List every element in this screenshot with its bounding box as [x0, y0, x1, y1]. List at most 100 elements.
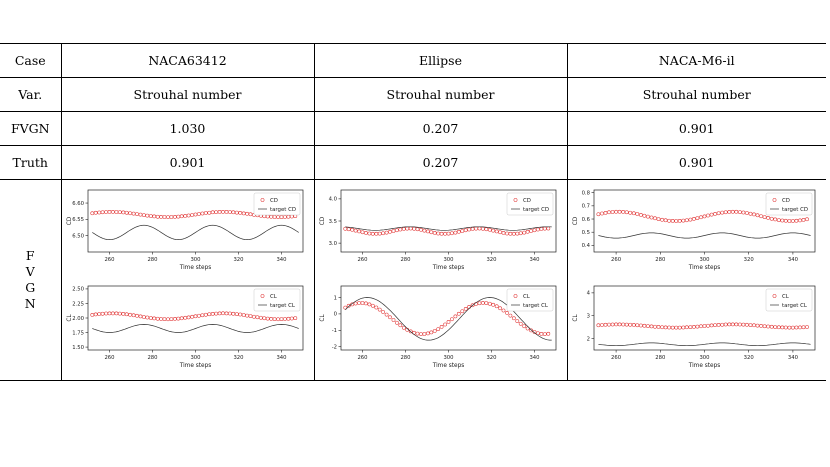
series-point — [801, 325, 805, 330]
series-point — [346, 227, 351, 232]
y-tick-label: 1 — [333, 295, 336, 301]
series-point — [783, 218, 788, 223]
series-point — [794, 325, 798, 330]
series-point — [677, 325, 682, 330]
x-tick-label: 260 — [357, 257, 368, 263]
series-point — [203, 211, 208, 215]
series-point — [435, 327, 440, 331]
series-point — [642, 213, 646, 218]
series-point — [289, 316, 294, 321]
series-point — [134, 212, 139, 216]
x-tick-label: 280 — [147, 257, 158, 263]
series-point — [765, 216, 770, 220]
series-point — [483, 227, 488, 232]
series-point — [363, 231, 368, 235]
y-tick-label: 6.60 — [72, 201, 84, 207]
series-point — [248, 212, 252, 217]
series-point — [422, 228, 426, 233]
series-point — [779, 218, 784, 223]
series-point — [397, 323, 402, 328]
y-tick-label: -2 — [331, 345, 336, 351]
series-point — [613, 322, 618, 327]
series-point — [656, 325, 660, 329]
series-point — [439, 231, 443, 236]
series-point — [755, 213, 759, 218]
y-tick-label: 6.50 — [72, 233, 84, 239]
series-point — [186, 315, 190, 320]
series-line-target — [597, 342, 811, 347]
series-point — [425, 229, 430, 234]
series-point — [790, 325, 795, 330]
series-point — [511, 316, 516, 321]
legend-box — [506, 192, 553, 216]
series-point — [716, 323, 720, 327]
series-point — [162, 317, 166, 321]
y-tick-label: 3.0 — [328, 241, 337, 247]
series-point — [525, 326, 529, 331]
series-point — [769, 216, 774, 221]
series-point — [387, 315, 392, 320]
series-point — [709, 323, 713, 328]
x-tick-label: 320 — [233, 257, 244, 263]
series-point — [634, 323, 639, 328]
series-point — [370, 303, 375, 308]
table-cell: Strouhal number — [60, 77, 315, 112]
series-point — [432, 329, 437, 333]
x-axis-label: Time steps — [178, 265, 211, 271]
series-point — [151, 214, 156, 219]
series-point — [363, 301, 368, 306]
series-point — [428, 230, 433, 235]
x-tick-label: 300 — [190, 355, 201, 361]
series-point — [716, 211, 720, 216]
y-tick-label: 4 — [586, 291, 590, 297]
series-point — [179, 214, 184, 219]
legend-box — [765, 192, 812, 216]
header-naca63412: NACA63412 — [60, 43, 315, 78]
series-point — [162, 215, 166, 219]
series-point — [456, 311, 461, 316]
series-point — [733, 322, 738, 327]
series-point — [459, 229, 464, 233]
series-point — [463, 228, 468, 233]
series-point — [688, 325, 692, 329]
series-point — [695, 216, 699, 220]
x-tick-label: 320 — [233, 355, 244, 361]
series-point — [649, 215, 653, 220]
y-axis-label: CD — [573, 216, 579, 225]
series-point — [408, 329, 413, 334]
series-point — [93, 312, 98, 317]
header-naca-m6-il: NACA-M6-il — [566, 43, 826, 78]
y-axis-label: CD — [67, 216, 73, 225]
x-tick-label: 280 — [400, 257, 411, 263]
series-point — [342, 305, 347, 310]
series-line-target — [597, 232, 811, 239]
series-point — [367, 302, 371, 307]
series-point — [483, 301, 488, 305]
table-cell: 0.207 — [313, 145, 568, 180]
series-point — [265, 316, 270, 321]
series-point — [525, 229, 529, 234]
series-point — [391, 229, 395, 233]
legend-box — [253, 288, 300, 312]
legend-label: target CL — [782, 303, 807, 309]
x-tick-label: 320 — [486, 355, 497, 361]
x-tick-label: 280 — [655, 355, 666, 361]
table-cell: Strouhal number — [313, 77, 568, 112]
chart-naca-m6-il-cd: 260 280 300 320 340 0.4 0.5 0.6 0.7 0.8 Time steps… — [573, 189, 815, 271]
x-tick-label: 260 — [104, 257, 115, 263]
series-point — [737, 322, 742, 327]
x-tick-label: 320 — [743, 355, 754, 361]
series-point — [755, 323, 759, 328]
series-point — [645, 324, 650, 328]
series-point — [100, 311, 104, 316]
x-tick-label: 280 — [147, 355, 158, 361]
series-point — [723, 210, 728, 215]
series-point — [494, 229, 499, 234]
series-point — [282, 215, 287, 219]
series-point — [459, 309, 464, 314]
x-tick-label: 300 — [190, 257, 201, 263]
series-point — [726, 322, 731, 327]
series-point — [596, 323, 600, 328]
series-point — [449, 317, 454, 322]
series-point — [603, 211, 607, 215]
